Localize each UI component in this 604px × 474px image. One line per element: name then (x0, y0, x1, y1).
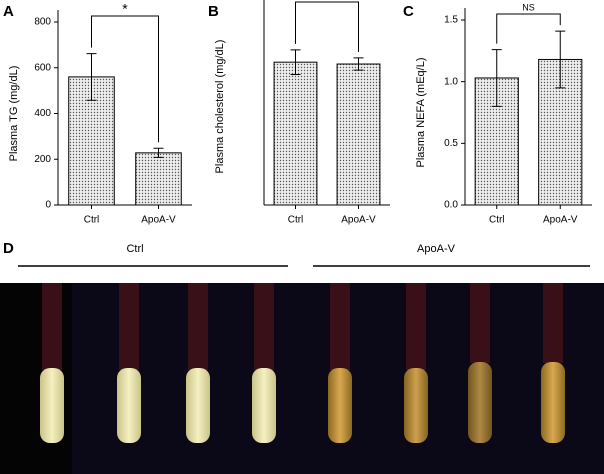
y-tick-label: 0.0 (444, 200, 458, 211)
group-label: ApoA-V (417, 243, 456, 255)
panel-label: C (403, 3, 414, 20)
x-tick-label: ApoA-V (341, 215, 376, 226)
error-bar (491, 49, 502, 107)
y-axis-label: Plasma NEFA (mEq/L) (415, 57, 427, 167)
bar (135, 152, 182, 206)
x-tick-label: Ctrl (288, 215, 304, 226)
error-bar (86, 53, 97, 101)
y-tick-label: 1.5 (444, 15, 458, 26)
panel-label: B (208, 3, 219, 20)
error-bar (353, 57, 364, 71)
panel-label: A (3, 3, 14, 20)
error-bar (290, 49, 301, 75)
y-tick-label: 600 (34, 62, 51, 73)
x-tick-label: Ctrl (489, 215, 505, 226)
x-tick-label: ApoA-V (141, 215, 176, 226)
panel-label: D (3, 240, 14, 257)
photo (0, 283, 604, 474)
y-tick-label: 0.5 (444, 138, 458, 149)
x-tick-label: Ctrl (84, 215, 100, 226)
significance-bracket (295, 1, 359, 52)
y-tick-label: 0 (45, 200, 51, 211)
bar (273, 61, 318, 206)
bar (474, 77, 519, 206)
tubes (40, 283, 565, 443)
error-bar (153, 147, 164, 158)
error-bar (555, 30, 566, 89)
significance-label: NS (522, 2, 535, 12)
bar (336, 63, 381, 206)
y-tick-label: 400 (34, 108, 51, 119)
charts: A Plasma TG (mg/dL) 0 200 400 600 800 Ctrl ApoA-… (3, 0, 592, 226)
group-label: Ctrl (126, 243, 143, 255)
significance-label: * (122, 1, 128, 17)
y-tick-label: 800 (34, 17, 51, 28)
x-tick-label: ApoA-V (543, 215, 578, 226)
significance-bracket (91, 15, 159, 143)
significance-bracket (496, 13, 561, 44)
y-tick-label: 200 (34, 154, 51, 165)
y-axis-label: Plasma TG (mg/dL) (8, 66, 20, 162)
y-tick-label: 1.0 (444, 76, 458, 87)
y-axis-label: Plasma cholesterol (mg/dL) (214, 40, 226, 174)
